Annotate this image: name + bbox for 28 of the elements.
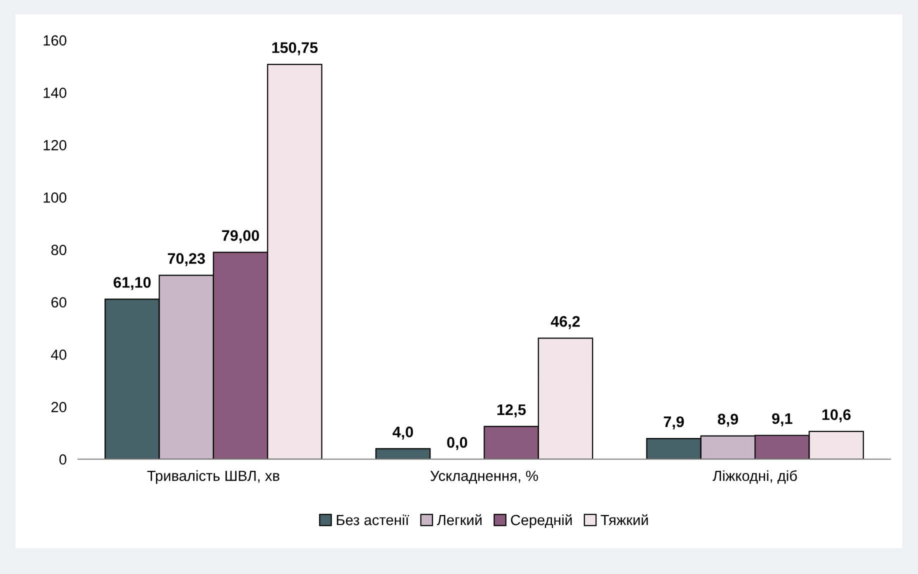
data-label: 7,9 xyxy=(664,416,684,430)
y-tick-label: 140 xyxy=(44,88,66,98)
data-label: 12,5 xyxy=(497,404,526,418)
legend-label: Легкий xyxy=(436,514,482,526)
legend-label: Середній xyxy=(510,514,572,528)
x-tick-label: Тривалість ШВЛ, хв xyxy=(147,470,280,484)
data-label: 46,2 xyxy=(550,316,580,330)
y-tick-label: 60 xyxy=(51,297,66,308)
x-tick-label: Ліжкодні, діб xyxy=(712,470,797,484)
legend-label: Без астенії xyxy=(336,514,410,526)
y-tick-label: 120 xyxy=(44,140,66,150)
x-tick-label: Ускладнення, % xyxy=(430,470,538,484)
data-label: 10,6 xyxy=(822,409,851,422)
y-tick-label: 160 xyxy=(44,35,66,46)
data-label: 0,0 xyxy=(447,437,468,450)
y-tick-label: 0 xyxy=(59,454,66,465)
data-label: 150,75 xyxy=(272,42,318,56)
data-label: 79,00 xyxy=(222,230,260,244)
y-tick-label: 20 xyxy=(51,402,66,412)
y-tick-label: 40 xyxy=(51,350,66,360)
data-label: 70,23 xyxy=(168,253,205,266)
data-label: 8,9 xyxy=(718,414,738,427)
y-tick-label: 80 xyxy=(51,244,66,256)
data-label: 9,1 xyxy=(772,413,792,426)
y-tick-label: 100 xyxy=(44,192,66,203)
legend-label: Тяжкий xyxy=(600,514,648,526)
data-label: 61,10 xyxy=(114,277,151,290)
data-label: 4,0 xyxy=(392,426,413,440)
